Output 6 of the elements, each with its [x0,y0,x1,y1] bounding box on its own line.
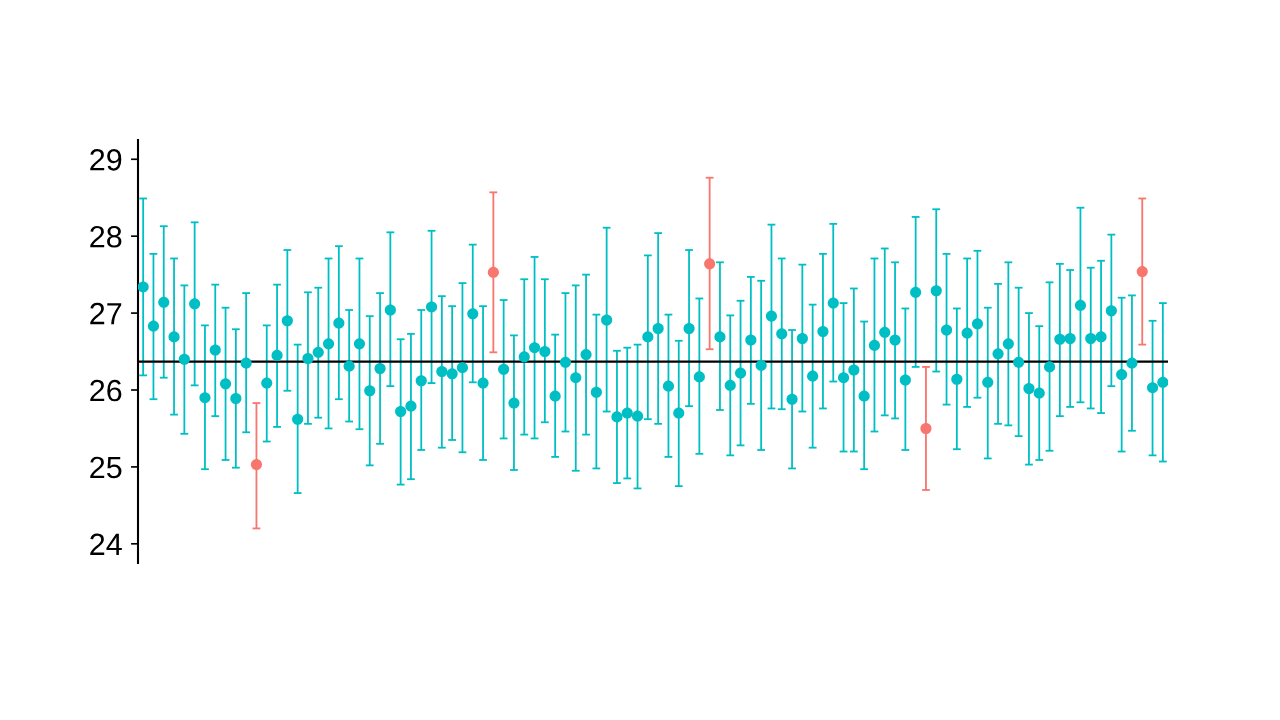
y-tick-label: 28 [90,225,122,248]
y-tick-label: 29 [90,149,122,171]
y-tick-label: 25 [90,456,122,479]
y-tick-label: 24 [90,533,122,555]
y-tick-label: 26 [90,379,122,402]
y-tick-label: 27 [90,302,122,325]
